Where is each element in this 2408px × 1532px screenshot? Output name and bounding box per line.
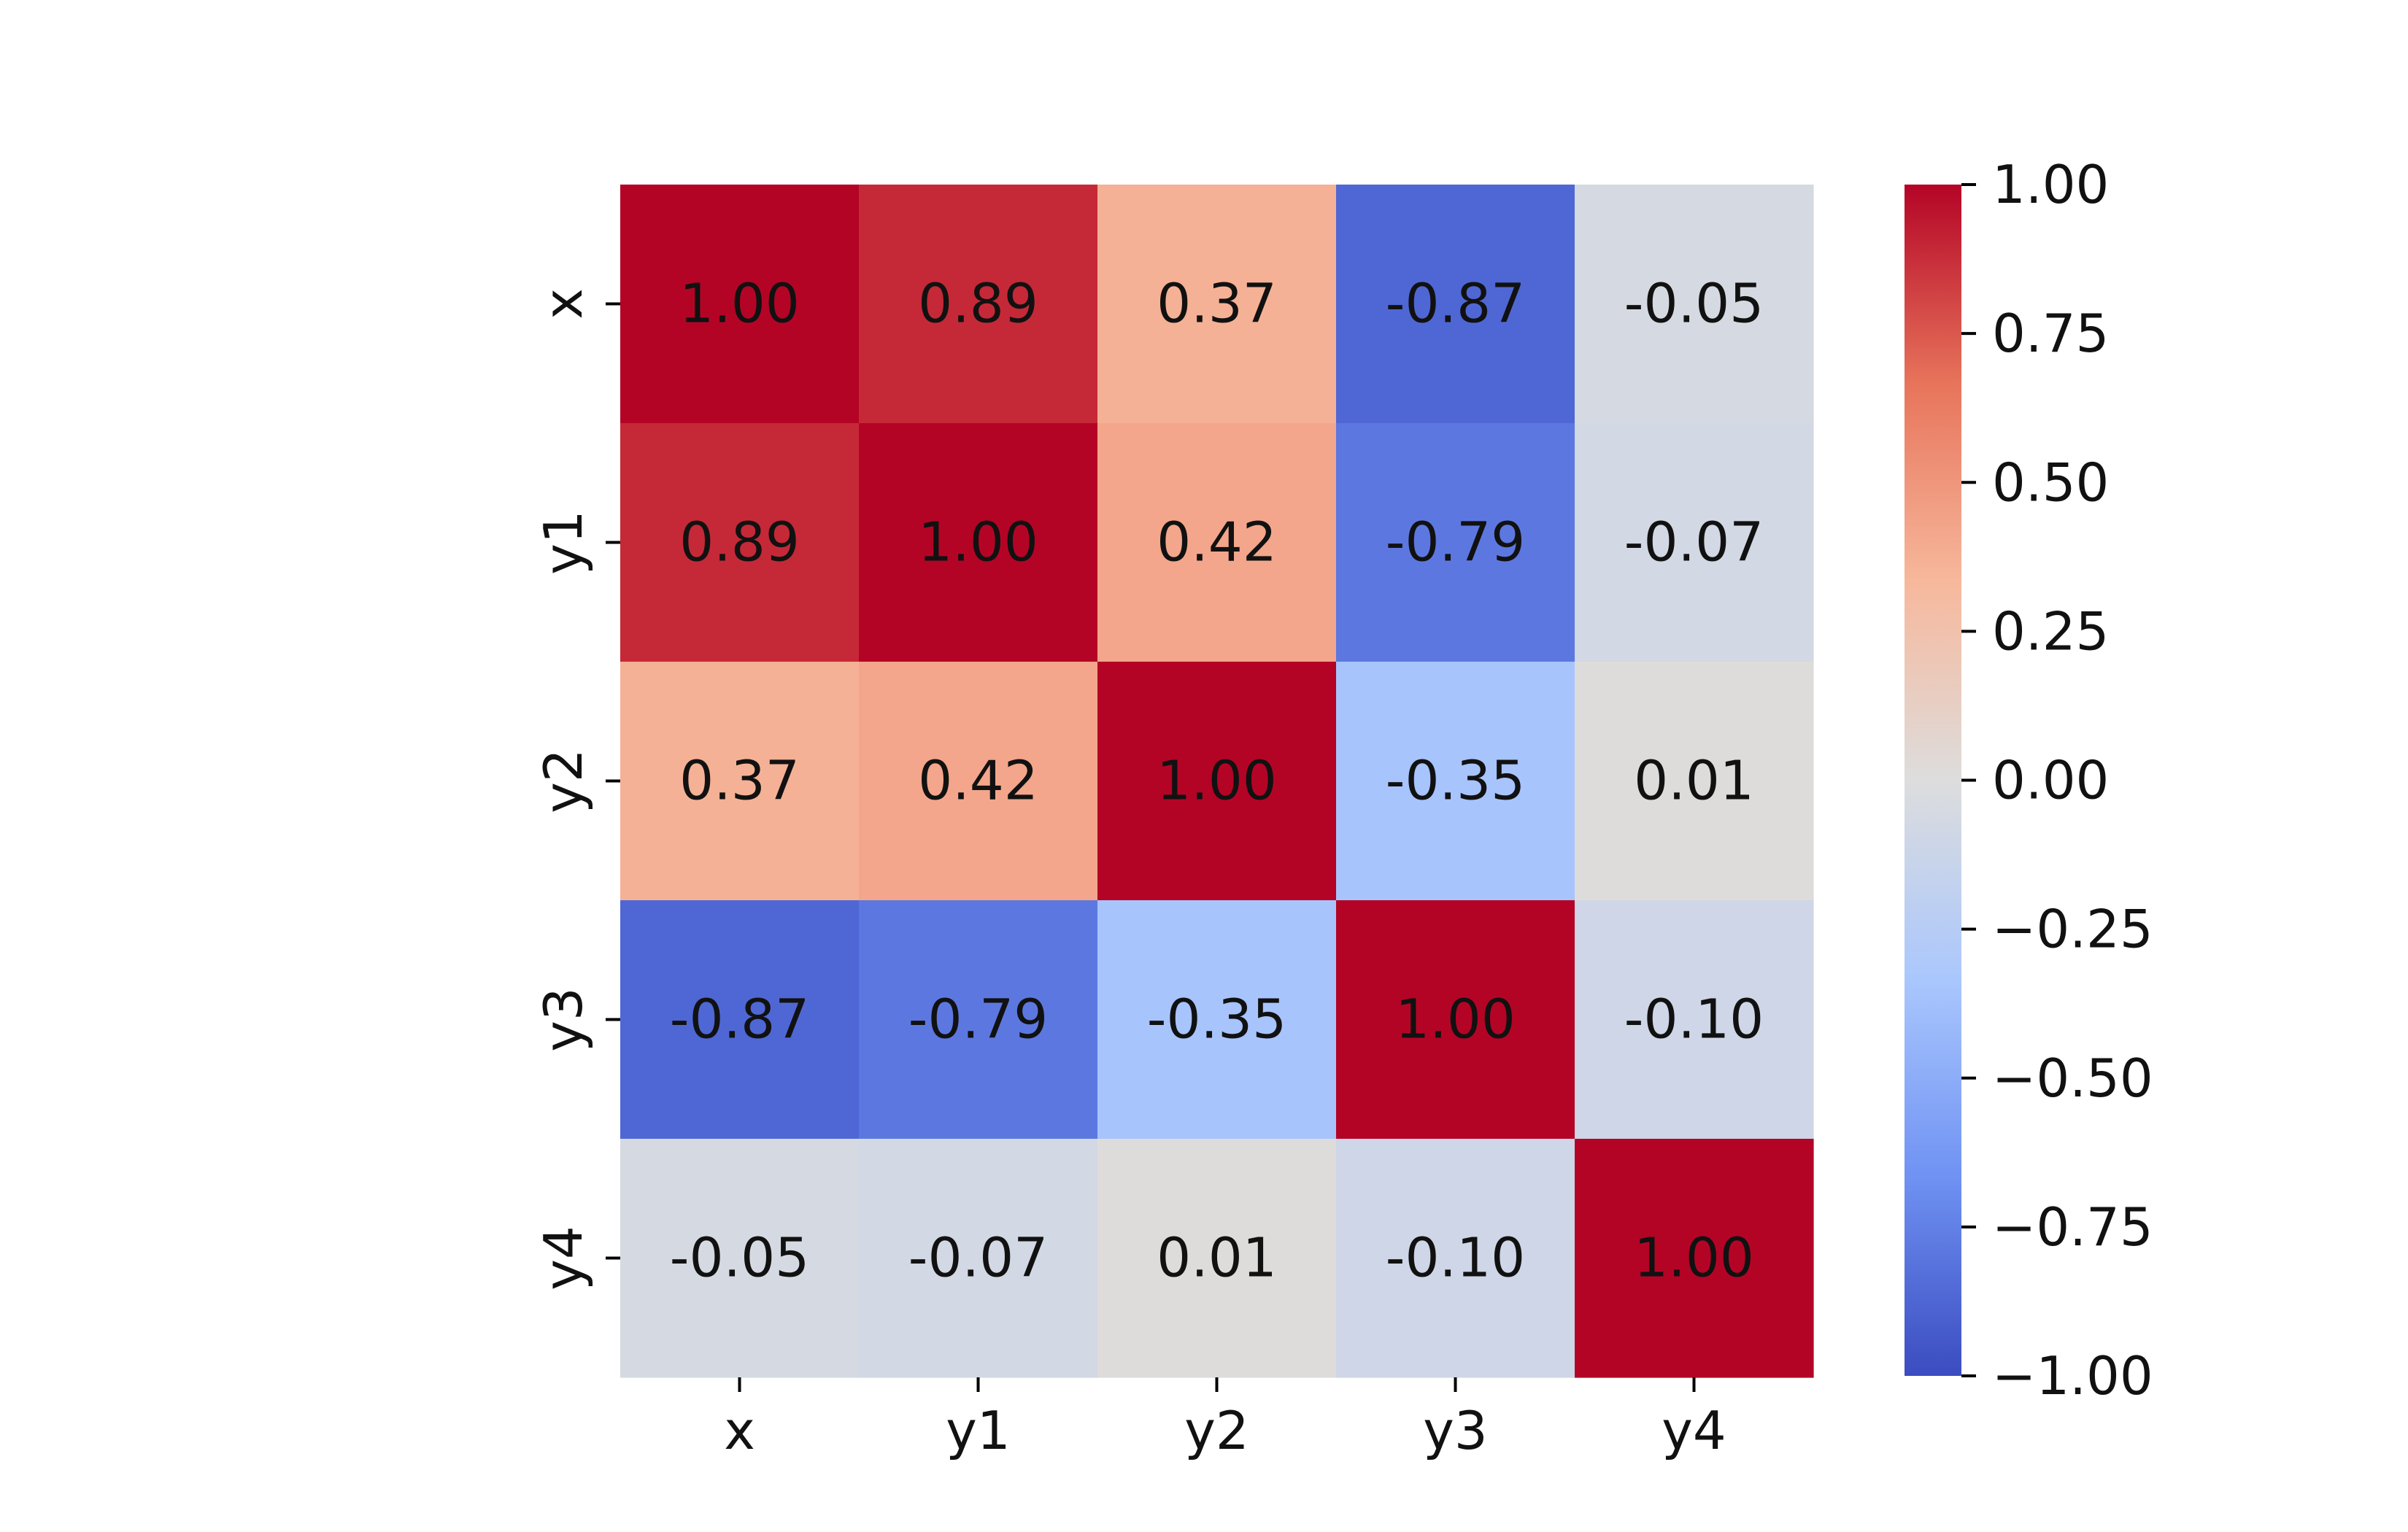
cell-value-label: -0.79 (908, 989, 1048, 1051)
heatmap-cell (620, 900, 860, 1140)
heatmap-cell (620, 423, 860, 662)
cell-value-label: 0.37 (679, 750, 800, 813)
y-tick-label: y1 (533, 510, 594, 574)
cell-value-label: 0.42 (918, 750, 1038, 813)
heatmap-cell (859, 1139, 1098, 1378)
x-tick-label: y3 (1423, 1400, 1487, 1461)
cell-value-label: -0.79 (1386, 511, 1525, 574)
colorbar-axis: 1.00 0.75 0.50 0.25 0.00 −0.25 −0.50 −0.75 −1.00 (1961, 154, 2153, 1407)
x-axis: x y1 y2 y3 y4 (724, 1377, 1726, 1461)
colorbar (1905, 185, 1961, 1376)
cell-value-label: 1.00 (1634, 1227, 1754, 1290)
cell-value-label: 0.89 (918, 273, 1038, 336)
cell-value-label: -0.07 (1624, 511, 1764, 574)
cell-value-label: 1.00 (1395, 989, 1516, 1051)
colorbar-tick-label: 0.00 (1992, 750, 2109, 811)
cell-value-label: -0.35 (1386, 750, 1525, 813)
y-tick-label: y2 (533, 748, 594, 813)
x-tick-label: y2 (1184, 1400, 1249, 1461)
heatmap-cell (859, 662, 1098, 901)
heatmap-cell (1575, 662, 1814, 901)
heatmap-cell (1097, 185, 1337, 424)
x-tick-label: y4 (1662, 1400, 1726, 1461)
heatmap-cell (1336, 662, 1575, 901)
cell-value-label: 0.01 (1634, 750, 1754, 813)
heatmap-cell (1575, 1139, 1814, 1378)
heatmap-cell (1336, 1139, 1575, 1378)
cell-value-label: 1.00 (1157, 750, 1277, 813)
heatmap-cell (859, 185, 1098, 424)
colorbar-tick-label: 0.25 (1992, 600, 2109, 662)
heatmap-cell (1575, 185, 1814, 424)
heatmap-cell (1097, 900, 1337, 1140)
colorbar-tick-label: 0.75 (1992, 303, 2109, 364)
heatmap-cell (1575, 423, 1814, 662)
colorbar-tick-label: 1.00 (1992, 154, 2109, 215)
cell-value-label: -0.10 (1624, 989, 1764, 1051)
heatmap-cell (1575, 900, 1814, 1140)
heatmap-cell (1336, 900, 1575, 1140)
cell-value-label: 0.37 (1157, 273, 1277, 336)
cell-value-label: -0.07 (908, 1227, 1048, 1290)
y-tick-label: x (533, 288, 594, 320)
x-tick-label: x (724, 1400, 755, 1461)
heatmap-cell (859, 423, 1098, 662)
heatmap-cell (1097, 423, 1337, 662)
cell-value-label: 0.89 (679, 511, 800, 574)
cell-value-label: 0.42 (1157, 511, 1277, 574)
heatmap-grid: 1.00 0.89 0.37 -0.87 -0.05 0.89 1.00 0.42 -0.79 -… (620, 185, 1814, 1378)
colorbar-tick-label: −0.25 (1992, 899, 2153, 960)
cell-value-label: -0.87 (670, 989, 809, 1051)
y-axis: x y1 y2 y3 y4 (533, 288, 620, 1291)
cell-value-label: 1.00 (679, 273, 800, 336)
heatmap-cell (859, 900, 1098, 1140)
cell-value-label: -0.05 (670, 1227, 809, 1290)
cell-value-label: -0.35 (1147, 989, 1286, 1051)
y-tick-label: y4 (533, 1226, 594, 1290)
cell-value-label: 1.00 (918, 511, 1038, 574)
heatmap-cell (1097, 1139, 1337, 1378)
cell-value-label: -0.05 (1624, 273, 1764, 336)
colorbar-tick-label: −0.50 (1992, 1048, 2153, 1109)
heatmap-cell (1336, 423, 1575, 662)
heatmap-cell (1097, 662, 1337, 901)
y-tick-label: y3 (533, 987, 594, 1051)
x-tick-label: y1 (946, 1400, 1010, 1461)
colorbar-tick-label: −0.75 (1992, 1196, 2153, 1258)
cell-value-label: -0.10 (1386, 1227, 1525, 1290)
heatmap-cell (620, 1139, 860, 1378)
heatmap-cell (620, 662, 860, 901)
heatmap-cell (1336, 185, 1575, 424)
heatmap-cell (620, 185, 860, 424)
colorbar-tick-label: −1.00 (1992, 1345, 2153, 1407)
cell-value-label: 0.01 (1157, 1227, 1277, 1290)
colorbar-tick-label: 0.50 (1992, 452, 2109, 513)
cell-value-label: -0.87 (1386, 273, 1525, 336)
